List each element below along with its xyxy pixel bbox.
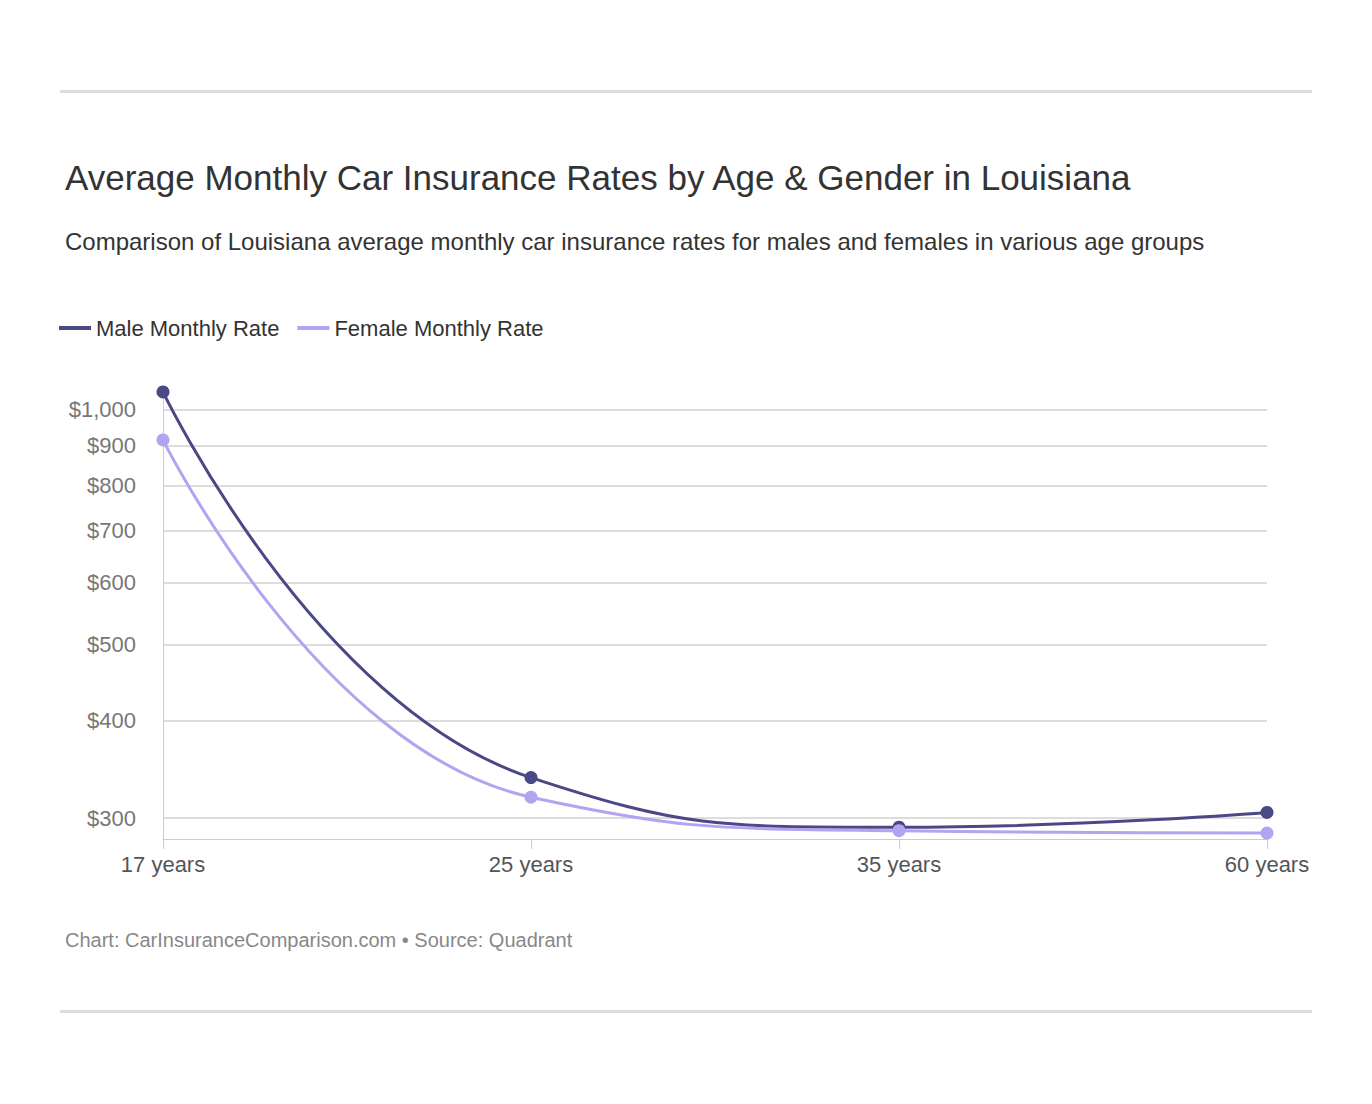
- svg-text:Chart: CarInsuranceComparison.: Chart: CarInsuranceComparison.com • Sour…: [65, 929, 573, 951]
- svg-text:$900: $900: [87, 433, 136, 458]
- svg-text:$800: $800: [87, 473, 136, 498]
- svg-text:Female Monthly Rate: Female Monthly Rate: [334, 316, 543, 341]
- svg-text:17 years: 17 years: [121, 852, 205, 877]
- svg-text:$300: $300: [87, 806, 136, 831]
- svg-text:$700: $700: [87, 518, 136, 543]
- svg-text:Average Monthly Car Insurance: Average Monthly Car Insurance Rates by A…: [65, 158, 1131, 197]
- svg-text:$500: $500: [87, 632, 136, 657]
- svg-text:Comparison of Louisiana averag: Comparison of Louisiana average monthly …: [65, 228, 1204, 255]
- svg-text:60 years: 60 years: [1225, 852, 1309, 877]
- svg-text:35 years: 35 years: [857, 852, 941, 877]
- svg-text:$400: $400: [87, 708, 136, 733]
- svg-text:Male Monthly Rate: Male Monthly Rate: [96, 316, 279, 341]
- svg-text:$600: $600: [87, 570, 136, 595]
- svg-text:$1,000: $1,000: [69, 397, 136, 422]
- svg-text:25 years: 25 years: [489, 852, 573, 877]
